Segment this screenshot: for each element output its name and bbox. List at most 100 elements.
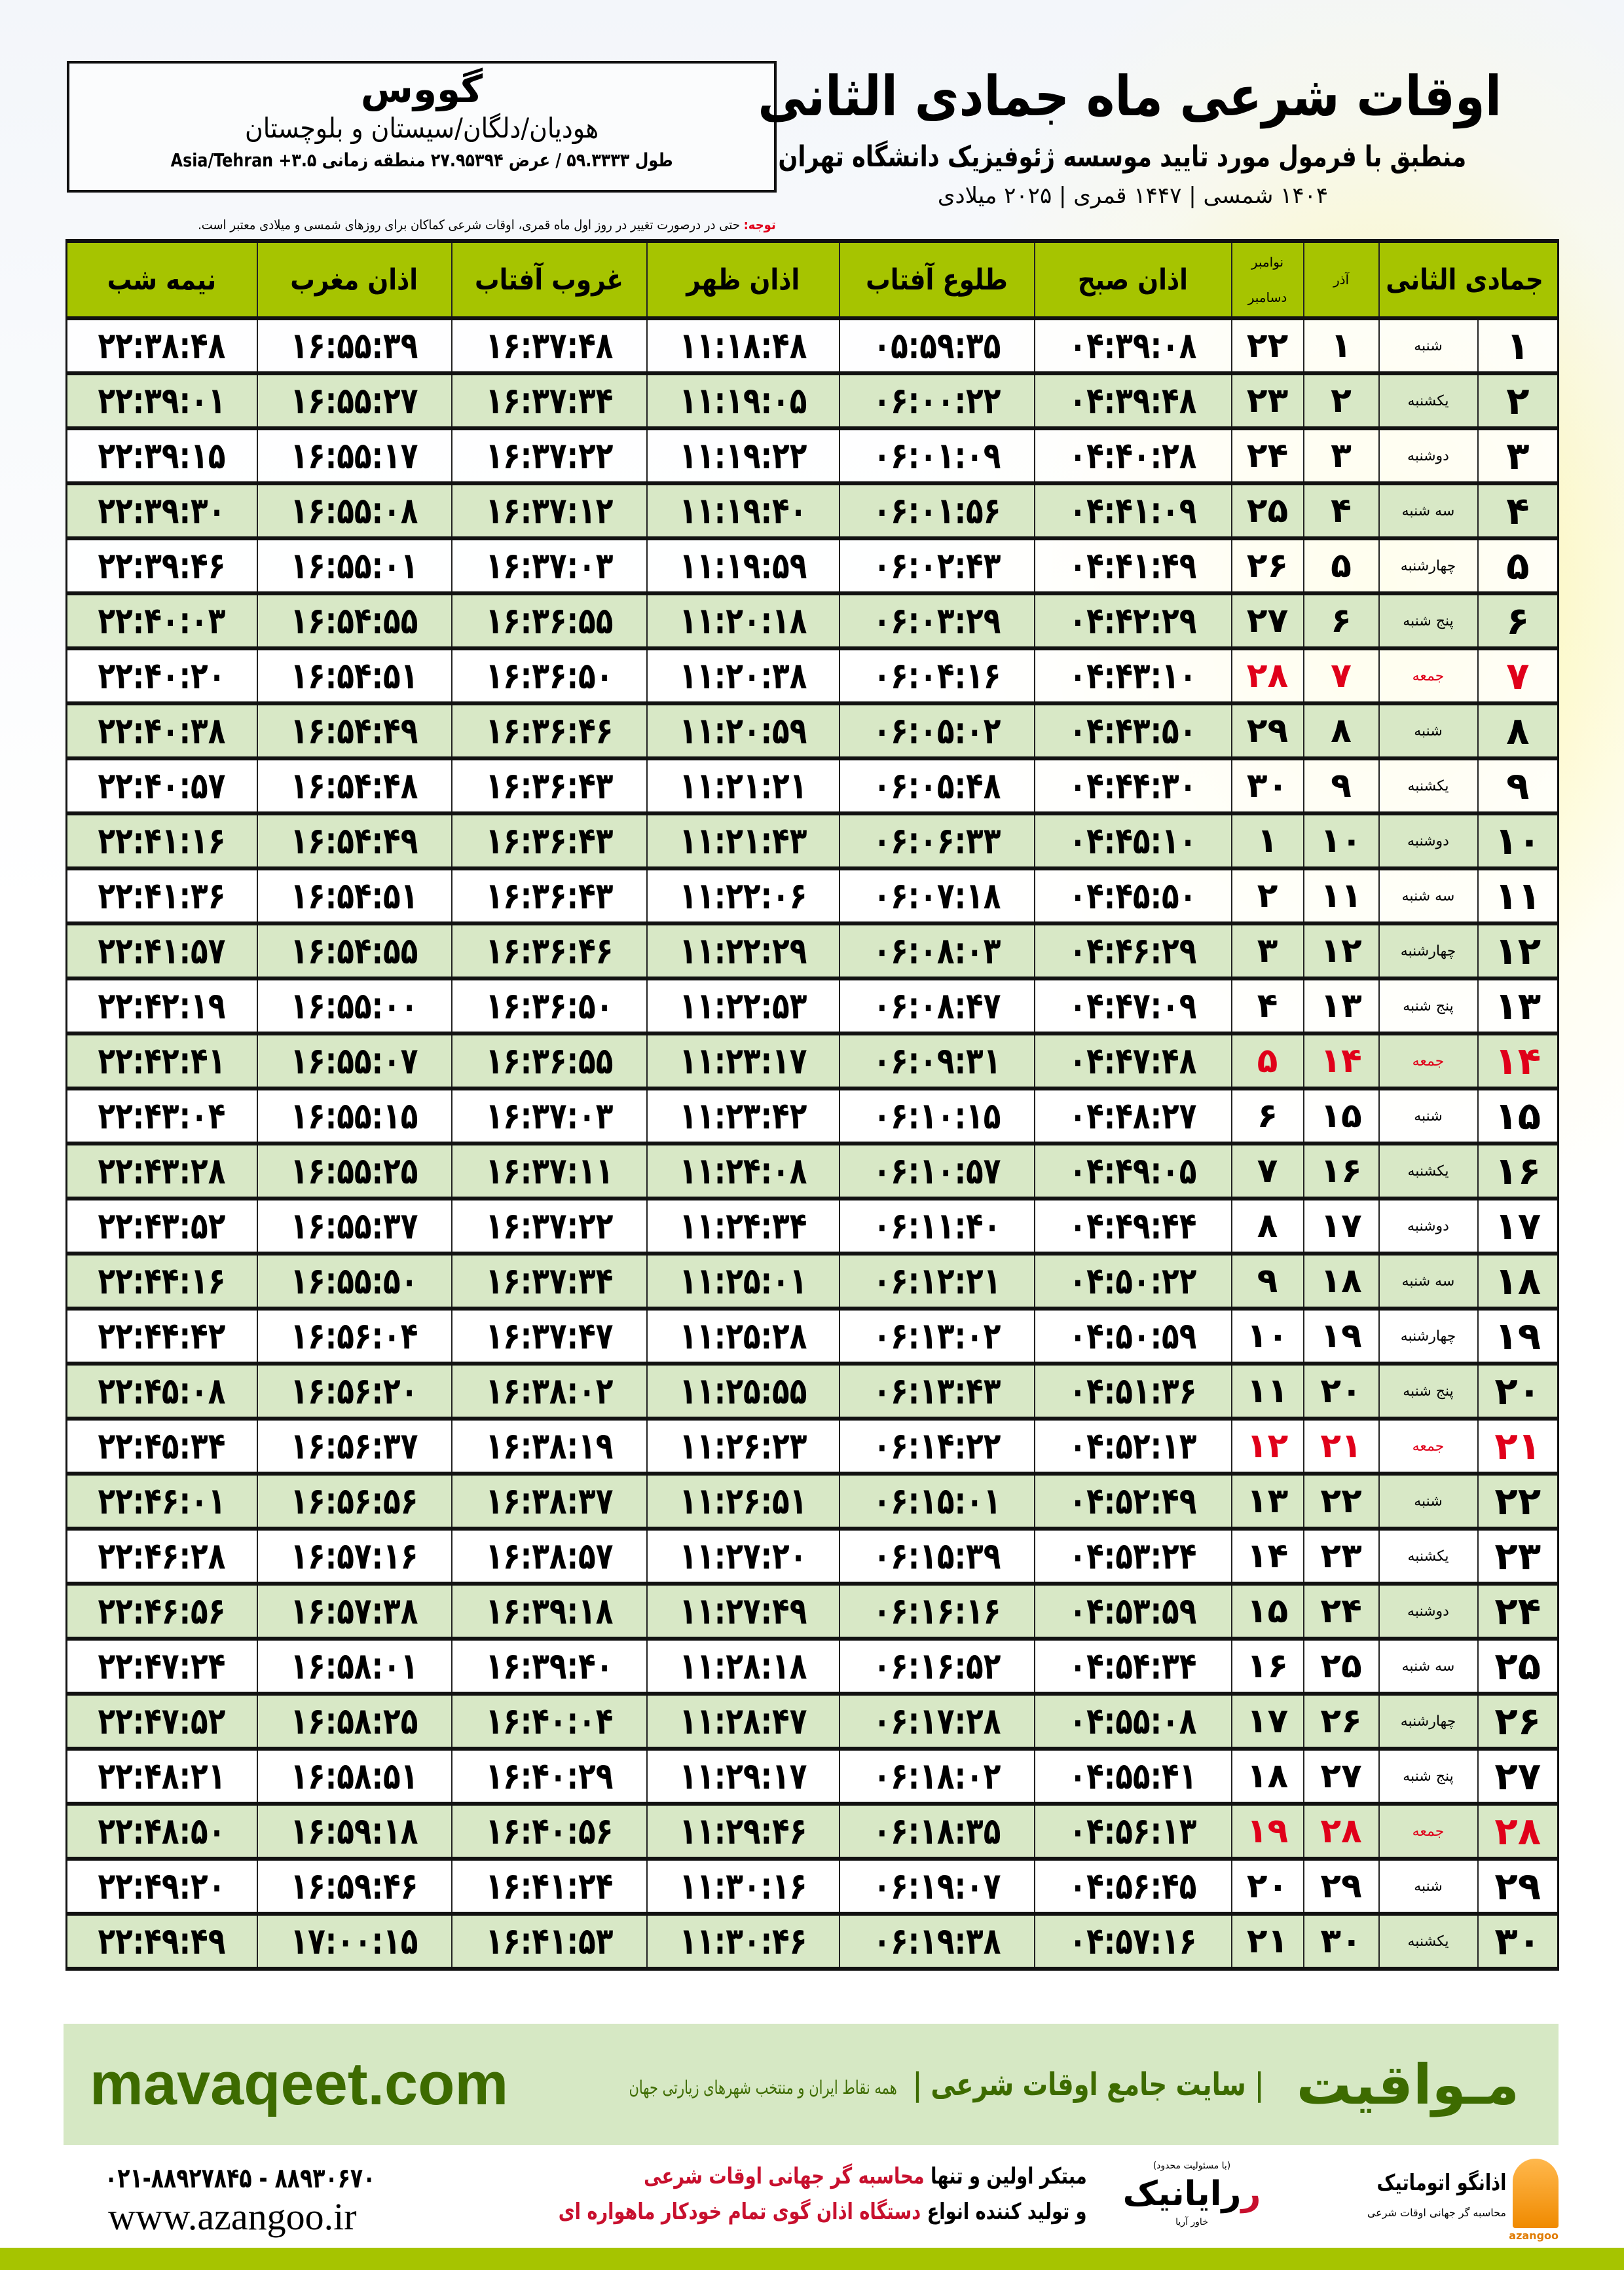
table-row: ۱۵ شنبه ۱۵ ۶ ۰۴:۴۸:۲۷ ۰۶:۱۰:۱۵ ۱۱:۲۳:۴۲ ۱۶:۳۷:۰… <box>65 1088 1559 1145</box>
cell-novdec: ۲۶ <box>1230 538 1304 595</box>
cell-weekday: دوشنبه <box>1378 813 1478 870</box>
cell-sobh: ۰۴:۴۱:۰۹ <box>1033 483 1232 540</box>
time-value: ۱۱:۲۶:۵۱ <box>679 1479 807 1523</box>
cell-zohr: ۱۱:۳۰:۱۶ <box>646 1859 840 1916</box>
time-value: ۱۶:۵۵:۰۸ <box>290 489 418 532</box>
cell-azar: ۳ <box>1302 428 1379 485</box>
time-value: ۱۶:۵۴:۵۵ <box>290 599 418 642</box>
cell-azar: ۲۸ <box>1302 1804 1379 1861</box>
cell-zohr: ۱۱:۲۲:۵۳ <box>646 978 840 1035</box>
cell-novdec: ۱۵ <box>1230 1584 1304 1641</box>
time-value: ۰۶:۱۱:۴۰ <box>873 1204 1001 1248</box>
cell-novdec: ۳۰ <box>1230 758 1304 815</box>
cell-tolu: ۰۶:۱۶:۵۲ <box>838 1639 1035 1696</box>
time-value: ۲۲:۳۹:۰۱ <box>98 379 226 422</box>
note: توجه: حتی در درصورت تغییر در روز اول ماه… <box>65 215 776 234</box>
cell-sobh: ۰۴:۴۳:۱۰ <box>1033 648 1232 705</box>
cell-ghorub: ۱۶:۳۷:۲۲ <box>451 1199 647 1256</box>
time-value: ۱۶:۳۶:۵۵ <box>485 599 613 642</box>
time-value: ۱۶:۳۷:۱۲ <box>485 489 613 532</box>
cell-maghreb: ۱۶:۵۵:۵۰ <box>256 1254 452 1311</box>
prayer-times-table: جمادی الثانی آذر نوامبر دسامبر اذان صبح ط… <box>65 239 1560 1971</box>
banner-website-link[interactable]: mavaqeet.com <box>90 2051 509 2117</box>
time-value: ۱۶:۳۶:۵۰ <box>485 984 613 1028</box>
cell-weekday: چهارشنبه <box>1378 538 1478 595</box>
cell-ghorub: ۱۶:۴۰:۲۹ <box>451 1749 647 1806</box>
col-header-zohr: اذان ظهر <box>686 263 800 297</box>
cell-tolu: ۰۶:۱۲:۲۱ <box>838 1254 1035 1311</box>
cell-ghorub: ۱۶:۳۶:۴۶ <box>451 923 647 980</box>
cell-day: ۱۲ <box>1477 923 1559 980</box>
time-value: ۰۶:۱۸:۰۲ <box>873 1755 1001 1798</box>
cell-azar: ۸ <box>1302 703 1379 760</box>
time-value: ۰۶:۰۶:۳۳ <box>873 819 1001 863</box>
time-value: ۰۴:۴۱:۴۹ <box>1069 544 1197 587</box>
cell-zohr: ۱۱:۲۷:۲۰ <box>646 1529 840 1586</box>
cell-sobh: ۰۴:۴۸:۲۷ <box>1033 1088 1232 1145</box>
time-value: ۱۱:۲۷:۲۰ <box>679 1535 807 1578</box>
footer-website-link[interactable]: www.azangoo.ir <box>108 2195 357 2238</box>
time-value: ۰۶:۰۸:۴۷ <box>873 984 1001 1028</box>
cell-novdec: ۲ <box>1230 868 1304 925</box>
cell-day: ۲۰ <box>1477 1364 1559 1421</box>
time-value: ۱۶:۵۷:۱۶ <box>290 1535 418 1578</box>
cell-maghreb: ۱۶:۵۵:۱۷ <box>256 428 452 485</box>
cell-day: ۴ <box>1477 483 1559 540</box>
time-value: ۰۴:۴۷:۰۹ <box>1069 984 1197 1028</box>
cell-zohr: ۱۱:۳۰:۴۶ <box>646 1914 840 1971</box>
cell-maghreb: ۱۶:۵۵:۳۹ <box>256 318 452 375</box>
cell-weekday: پنج شنبه <box>1378 593 1478 650</box>
cell-sobh: ۰۴:۳۹:۰۸ <box>1033 318 1232 375</box>
cell-azar: ۱۹ <box>1302 1309 1379 1366</box>
time-value: ۰۶:۱۲:۲۱ <box>873 1259 1001 1303</box>
cell-day: ۲۷ <box>1477 1749 1559 1806</box>
time-value: ۰۴:۵۱:۳۶ <box>1069 1369 1197 1413</box>
time-value: ۰۶:۱۸:۳۵ <box>873 1810 1001 1853</box>
cell-ghorub: ۱۶:۳۸:۰۲ <box>451 1364 647 1421</box>
cell-day: ۱۵ <box>1477 1088 1559 1145</box>
cell-maghreb: ۱۶:۵۶:۲۰ <box>256 1364 452 1421</box>
time-value: ۱۶:۴۰:۵۶ <box>485 1810 613 1853</box>
time-value: ۱۱:۲۳:۱۷ <box>679 1039 807 1083</box>
cell-sobh: ۰۴:۵۱:۳۶ <box>1033 1364 1232 1421</box>
time-value: ۱۱:۳۰:۴۶ <box>679 1920 807 1963</box>
time-value: ۰۴:۴۴:۳۰ <box>1069 764 1197 808</box>
cell-zohr: ۱۱:۱۹:۲۲ <box>646 428 840 485</box>
time-value: ۱۶:۳۶:۴۶ <box>485 929 613 973</box>
cell-maghreb: ۱۶:۵۵:۰۱ <box>256 538 452 595</box>
time-value: ۲۲:۴۴:۱۶ <box>98 1259 226 1303</box>
col-header-sobh: اذان صبح <box>1077 263 1189 297</box>
cell-sobh: ۰۴:۴۶:۲۹ <box>1033 923 1232 980</box>
time-value: ۱۶:۵۸:۰۱ <box>290 1645 418 1688</box>
cell-nimeshab: ۲۲:۴۰:۵۷ <box>65 758 257 815</box>
promo-2b: دستگاه اذان گوی تمام خودکار ماهواره ای <box>559 2199 921 2225</box>
cell-novdec: ۱۷ <box>1230 1694 1304 1751</box>
table-body: ۱ شنبه ۱ ۲۲ ۰۴:۳۹:۰۸ ۰۵:۵۹:۳۵ ۱۱:۱۸:۴۸ ۱۶:۳۷:۴۸… <box>65 318 1559 1971</box>
cell-tolu: ۰۶:۰۷:۱۸ <box>838 868 1035 925</box>
cell-zohr: ۱۱:۲۰:۵۹ <box>646 703 840 760</box>
cell-nimeshab: ۲۲:۳۹:۳۰ <box>65 483 257 540</box>
cell-novdec: ۱۱ <box>1230 1364 1304 1421</box>
cell-zohr: ۱۱:۲۱:۴۳ <box>646 813 840 870</box>
cell-ghorub: ۱۶:۳۶:۵۵ <box>451 593 647 650</box>
table-row: ۹ یکشنبه ۹ ۳۰ ۰۴:۴۴:۳۰ ۰۶:۰۵:۴۸ ۱۱:۲۱:۲۱ ۱۶:۳۶:… <box>65 758 1559 815</box>
cell-tolu: ۰۶:۰۵:۰۲ <box>838 703 1035 760</box>
time-value: ۱۶:۳۶:۵۵ <box>485 1039 613 1083</box>
banner-tagline-secondary: همه نقاط ایران و منتخب شهرهای زیارتی جها… <box>629 2077 897 2098</box>
time-value: ۱۱:۲۲:۵۳ <box>679 984 807 1028</box>
time-value: ۰۴:۵۳:۲۴ <box>1069 1535 1197 1578</box>
rayanik-sub: خاور آریا <box>1175 2217 1208 2227</box>
cell-sobh: ۰۴:۵۵:۰۸ <box>1033 1694 1232 1751</box>
time-value: ۲۲:۴۶:۵۶ <box>98 1590 226 1633</box>
cell-azar: ۱ <box>1302 318 1379 375</box>
time-value: ۰۶:۱۹:۰۷ <box>873 1865 1001 1908</box>
rayanik-note: (با مسئولیت محدود) <box>1153 2161 1231 2171</box>
cell-nimeshab: ۲۲:۴۶:۵۶ <box>65 1584 257 1641</box>
cell-nimeshab: ۲۲:۴۴:۱۶ <box>65 1254 257 1311</box>
cell-azar: ۱۵ <box>1302 1088 1379 1145</box>
time-value: ۰۶:۰۵:۰۲ <box>873 709 1001 753</box>
time-value: ۰۴:۴۹:۰۵ <box>1069 1149 1197 1193</box>
cell-novdec: ۲۵ <box>1230 483 1304 540</box>
page-title: اوقات شرعی ماه جمادی الثانی <box>757 64 1502 128</box>
cell-tolu: ۰۶:۱۳:۴۳ <box>838 1364 1035 1421</box>
